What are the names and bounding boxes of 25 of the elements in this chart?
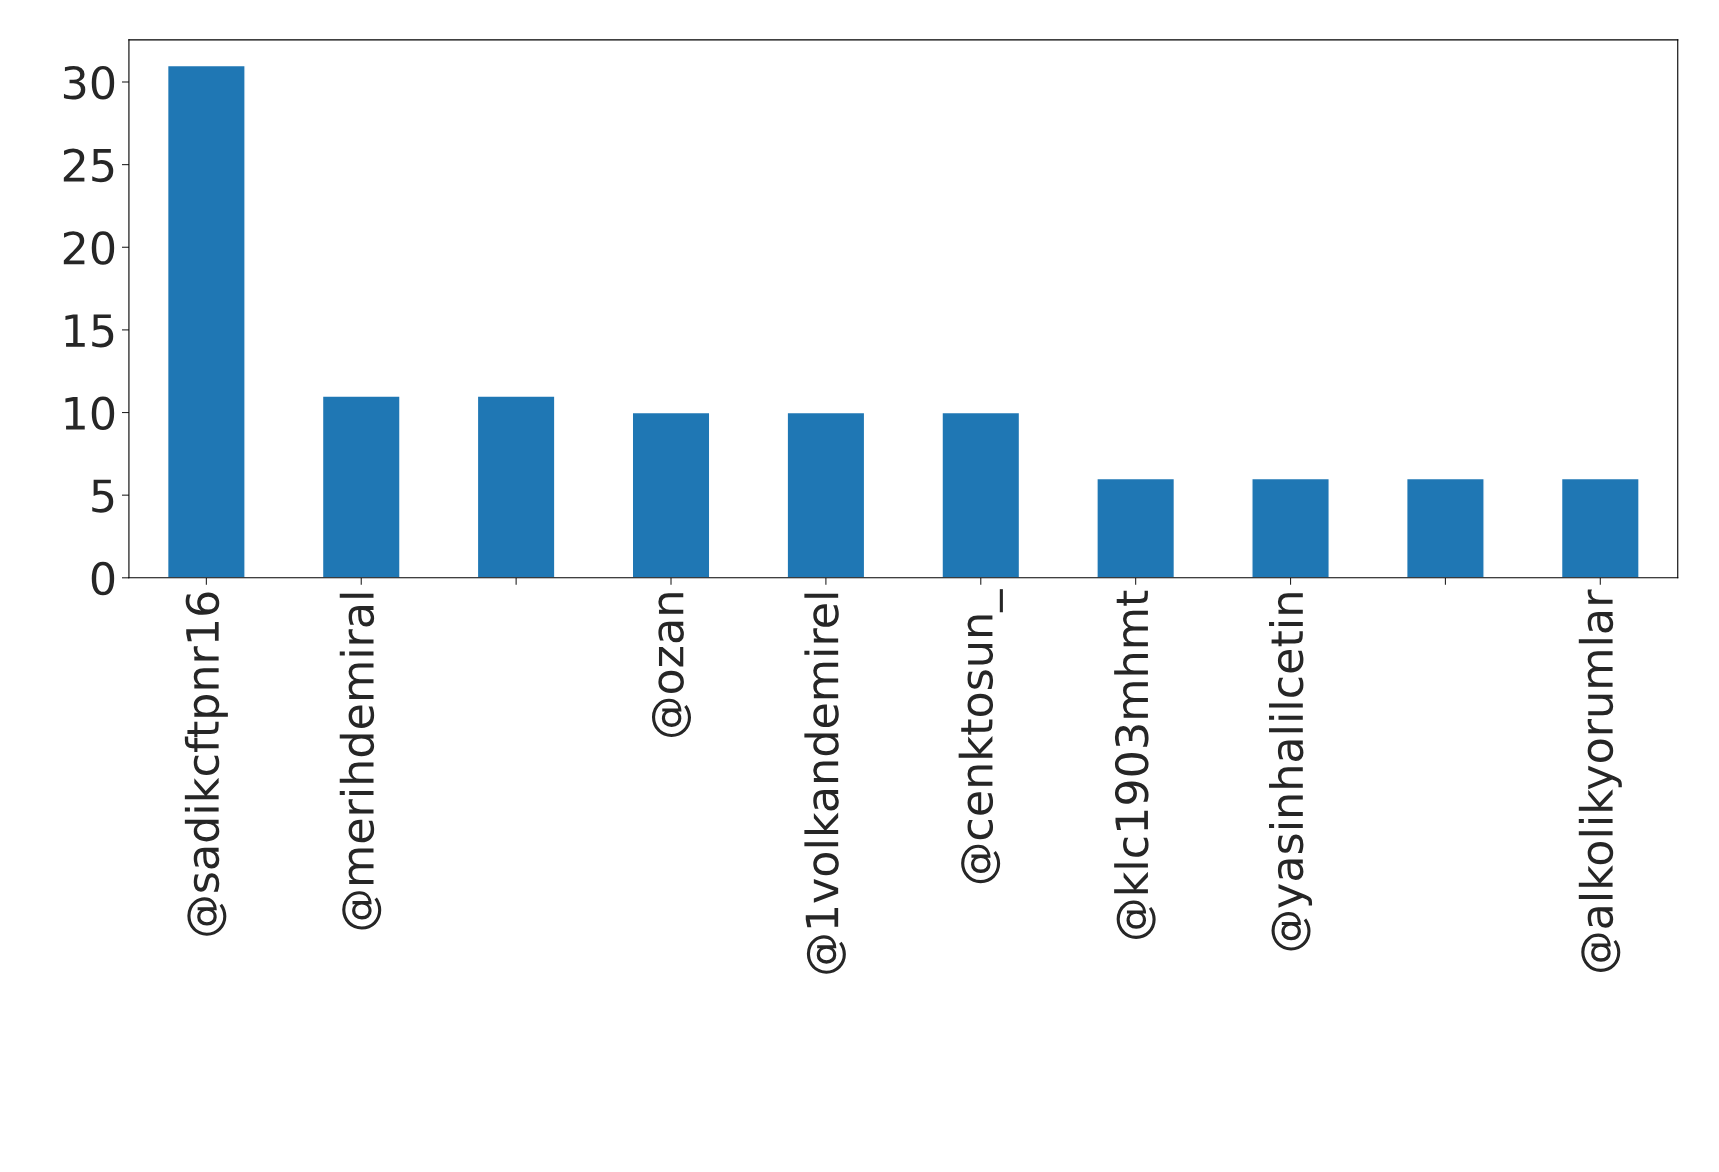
bar bbox=[321, 395, 401, 578]
y-tick-label: 20 bbox=[63, 231, 115, 265]
bar bbox=[476, 395, 556, 578]
y-tick-label: 10 bbox=[65, 396, 115, 431]
y-tick-label: 15 bbox=[65, 314, 114, 348]
x-tick-label: @ozan bbox=[651, 593, 691, 738]
y-tick-label: 5 bbox=[92, 479, 114, 513]
bar bbox=[166, 64, 246, 578]
y-tick-label: 0 bbox=[91, 561, 115, 596]
bar bbox=[786, 411, 866, 578]
bar bbox=[1251, 477, 1330, 578]
bar bbox=[1406, 477, 1485, 578]
bar bbox=[631, 411, 711, 578]
x-tick-label: @1volkandemirel bbox=[804, 593, 846, 974]
bar bbox=[1096, 477, 1176, 578]
x-tick-label: @alkolikyorumlar bbox=[1578, 589, 1622, 972]
y-tick-label: 25 bbox=[63, 148, 114, 183]
x-tick-label: @klc1903mhmt bbox=[1114, 590, 1156, 939]
y-tick-label: 30 bbox=[63, 65, 115, 100]
bar bbox=[941, 411, 1021, 578]
x-tick-label: @merihdemiral bbox=[339, 593, 382, 930]
x-tick-label: @yasinhalilcetin bbox=[1269, 593, 1313, 951]
x-tick-label: @cenktosun_ bbox=[958, 589, 1003, 884]
bar bbox=[1560, 477, 1640, 578]
x-tick-label: @sadikcftpnr16 bbox=[184, 592, 228, 936]
